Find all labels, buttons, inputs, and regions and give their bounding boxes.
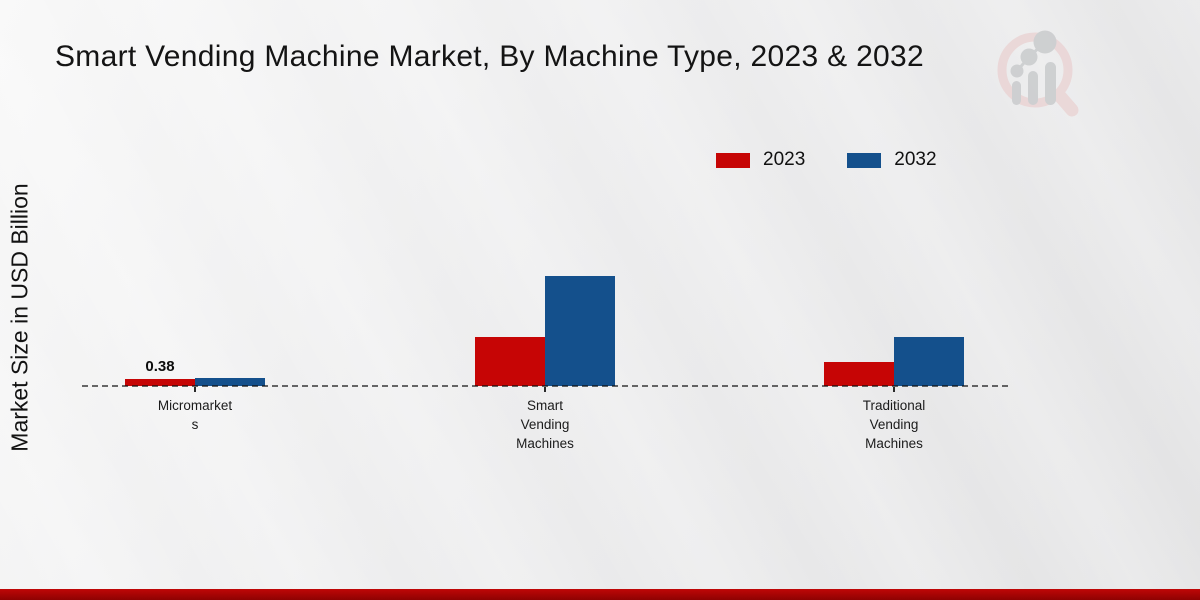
x-tick-mark <box>893 387 895 392</box>
legend-label-2032: 2032 <box>894 149 937 170</box>
bar-2023-smart-vending-machines <box>475 337 545 386</box>
bar-2032-micromarkets <box>195 378 265 386</box>
x-tick-label-micromarkets: Micromarket s <box>157 398 233 432</box>
footer-accent-bar <box>0 589 1200 600</box>
market-research-logo-icon <box>997 30 1079 117</box>
x-tick-label-smart-vending-machines: Smart Vending Machines <box>516 398 574 451</box>
bar-2032-smart-vending-machines <box>545 276 615 386</box>
legend-item-2032: 2032 <box>847 149 937 171</box>
x-tick-mark <box>544 387 546 392</box>
legend-item-2023: 2023 <box>716 149 805 171</box>
chart-title: Smart Vending Machine Market, By Machine… <box>55 40 925 73</box>
bar-2023-micromarkets <box>125 379 195 386</box>
y-axis-label: Market Size in USD Billion <box>6 183 33 452</box>
bar-2032-traditional-vending-machines <box>894 337 964 386</box>
x-tick-mark <box>194 387 196 392</box>
legend-swatch-2023 <box>716 152 750 168</box>
bar-value-label: 0.38 <box>145 358 175 375</box>
legend-swatch-2032 <box>847 152 882 168</box>
legend-label-2023: 2023 <box>763 149 806 170</box>
legend: 2023 2032 <box>716 149 937 171</box>
zero-baseline <box>82 385 1008 387</box>
bar-2023-traditional-vending-machines <box>824 362 894 386</box>
x-tick-label-traditional-vending-machines: Traditional Vending Machines <box>862 398 926 451</box>
